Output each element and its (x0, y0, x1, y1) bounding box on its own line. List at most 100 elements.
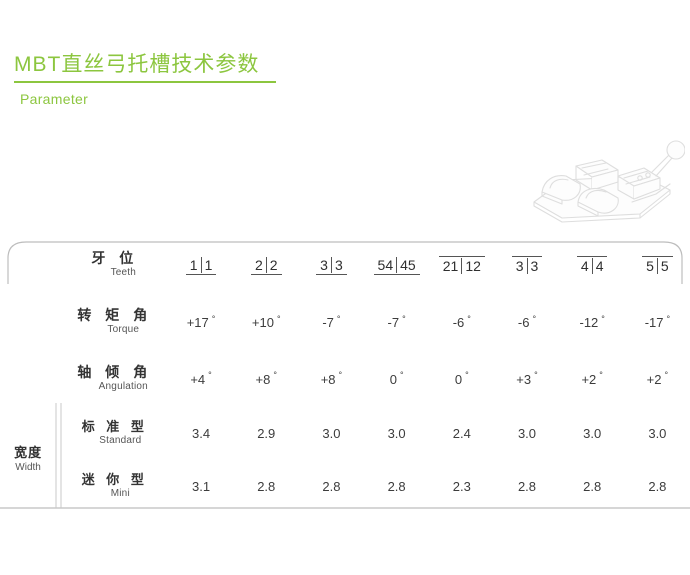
teeth-spacer-cell (0, 236, 56, 294)
mini-cell-7: 2.8 (560, 460, 625, 512)
angulation-value: +3 (516, 371, 532, 387)
angulation-spacer-cell (0, 350, 56, 407)
teeth-cell-5: 21 12 (429, 236, 494, 294)
mini-cell-2: 2.8 (234, 460, 299, 512)
standard-value: 3.4 (192, 426, 211, 441)
row-label-width-group: 宽度 Width (0, 407, 56, 512)
angulation-cell-1: +4 ° (168, 350, 233, 407)
mini-cell-1: 3.1 (168, 460, 233, 512)
standard-value: 3.0 (583, 426, 602, 441)
row-label-angulation-cn: 轴 倾 角 (77, 363, 153, 380)
degree-unit: ° (465, 370, 469, 381)
page-title: MBT直丝弓托槽技术参数 Parameter (14, 52, 304, 107)
tooth-right: 4 (595, 257, 604, 274)
table-row-mini-width: 迷 你 型 Mini 3.1 2.8 2.8 2.8 2.3 2.8 2.8 2… (0, 460, 690, 512)
standard-cell-5: 2.4 (429, 407, 494, 460)
torque-cell-6: -6 ° (494, 294, 559, 350)
degree-unit: ° (534, 370, 538, 381)
degree-unit: ° (599, 370, 603, 381)
row-label-torque: 转 矩 角 Torque (56, 294, 168, 350)
mini-value: 2.8 (517, 478, 537, 494)
table-row-standard-width: 宽度 Width 标 准 型 Standard 3.4 2.9 3.0 3.0 … (0, 407, 690, 472)
torque-value: -7 (387, 315, 400, 331)
degree-unit: ° (601, 313, 605, 324)
torque-cell-5: -6 ° (429, 294, 494, 350)
torque-value: -12 (579, 315, 599, 331)
angulation-value: 0 (389, 371, 397, 387)
row-label-standard: 标 准 型 Standard (56, 407, 168, 460)
tooth-right: 5 (660, 257, 669, 274)
title-underline-rule (14, 81, 276, 83)
tooth-right: 12 (465, 257, 481, 274)
tooth-left: 3 (317, 256, 332, 273)
angulation-value: +4 (190, 371, 206, 387)
mini-cell-6: 2.8 (494, 460, 559, 512)
teeth-cell-4: 54 45 (364, 236, 429, 294)
tooth-right: 45 (400, 256, 416, 273)
torque-spacer-cell (0, 294, 56, 350)
standard-value: 2.4 (452, 426, 471, 441)
tooth-left: 21 (440, 257, 463, 274)
tooth-notation: 54 45 (373, 256, 420, 275)
page-title-cn: MBT直丝弓托槽技术参数 (14, 53, 260, 76)
torque-value: -6 (452, 315, 465, 331)
degree-unit: ° (208, 370, 212, 381)
angulation-cell-2: +8 ° (234, 350, 299, 407)
standard-cell-8: 3.0 (625, 407, 690, 460)
mini-value: 2.8 (583, 478, 602, 494)
degree-unit: ° (532, 313, 537, 324)
torque-value: -17 (644, 315, 664, 331)
mini-value: 2.3 (452, 478, 471, 494)
standard-cell-2: 2.9 (234, 407, 299, 460)
torque-value: -6 (517, 315, 530, 331)
standard-value: 3.0 (517, 426, 537, 441)
torque-cell-2: +10 ° (234, 294, 299, 350)
degree-unit: ° (336, 313, 341, 324)
table-row-angulation: 轴 倾 角 Angulation +4 ° +8 ° +8 ° 0 ° 0 ° +3 ° +… (0, 350, 690, 407)
tooth-right: 1 (204, 256, 213, 273)
standard-cell-4: 3.0 (364, 407, 429, 460)
bracket-illustration (520, 132, 685, 230)
row-label-teeth-en: Teeth (110, 267, 137, 279)
row-label-standard-en: Standard (99, 435, 142, 447)
standard-cell-1: 3.4 (168, 407, 233, 460)
torque-value: +17 (186, 315, 209, 331)
row-label-teeth: 牙 位 Teeth (56, 236, 168, 294)
row-label-mini: 迷 你 型 Mini (56, 460, 168, 512)
angulation-value: +2 (646, 371, 662, 387)
angulation-value: +8 (320, 371, 336, 387)
degree-unit: ° (338, 370, 343, 381)
row-label-mini-cn: 迷 你 型 (81, 471, 148, 487)
row-label-torque-cn: 转 矩 角 (77, 307, 153, 324)
torque-cell-4: -7 ° (364, 294, 429, 350)
row-label-mini-en: Mini (110, 487, 130, 499)
angulation-value: +8 (255, 371, 271, 387)
tooth-left: 54 (375, 256, 398, 273)
torque-value: -7 (322, 315, 334, 331)
standard-value: 3.0 (322, 426, 341, 441)
angulation-value: 0 (454, 371, 463, 387)
degree-unit: ° (666, 313, 671, 324)
tooth-right: 3 (530, 257, 539, 274)
degree-unit: ° (402, 313, 406, 324)
row-label-angulation-en: Angulation (98, 380, 148, 392)
degree-unit: ° (211, 313, 216, 324)
angulation-cell-5: 0 ° (429, 350, 494, 407)
row-label-torque-en: Torque (107, 324, 140, 336)
tooth-right: 3 (334, 256, 343, 273)
angulation-cell-8: +2 ° (625, 350, 690, 407)
angulation-cell-7: +2 ° (560, 350, 625, 407)
mini-cell-4: 2.8 (364, 460, 429, 512)
